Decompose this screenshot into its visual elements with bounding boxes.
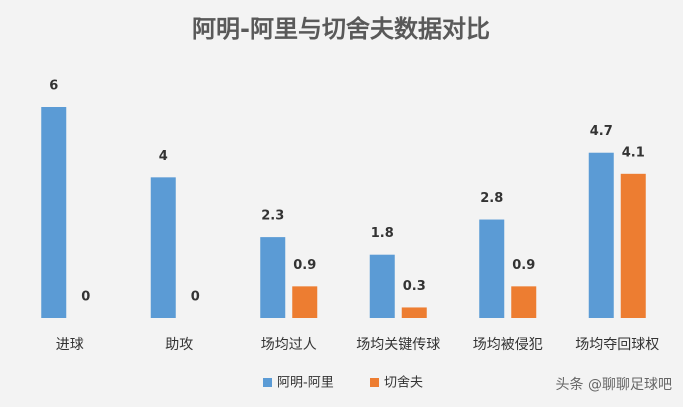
x-tick-label: 场均夺回球权: [575, 337, 659, 353]
bar: [41, 107, 67, 318]
data-label: 1.8: [371, 226, 394, 241]
x-tick-label: 进球: [56, 337, 84, 353]
x-tick-label: 场均关键传球: [356, 337, 440, 353]
data-label: 0.9: [512, 258, 535, 273]
data-label: 0.9: [293, 258, 316, 273]
x-tick-label: 场均被侵犯: [473, 336, 543, 353]
bar: [401, 307, 427, 318]
legend-label: 阿明-阿里: [277, 376, 334, 391]
legend-swatch: [263, 378, 272, 387]
bar: [620, 173, 646, 318]
legend-swatch: [370, 378, 379, 387]
data-label: 4.1: [622, 145, 645, 160]
data-label: 0: [81, 290, 90, 305]
watermark: 头条 @聊聊足球吧: [556, 376, 672, 393]
bar: [260, 237, 286, 318]
chart-title: 阿明-阿里与切舍夫数据对比: [192, 15, 490, 43]
data-label: 2.3: [261, 209, 284, 224]
data-label: 6: [49, 79, 58, 94]
data-label: 0.3: [403, 279, 426, 294]
x-tick-label: 场均过人: [261, 337, 317, 353]
bar: [150, 177, 176, 318]
bar: [511, 286, 537, 318]
legend-label: 切舍夫: [384, 376, 423, 391]
bar: [369, 254, 395, 318]
data-label: 0: [191, 290, 200, 305]
bar: [588, 152, 614, 318]
bar: [479, 219, 505, 318]
data-label: 4.7: [590, 124, 613, 139]
x-tick-label: 助攻: [165, 337, 193, 353]
bar: [292, 286, 318, 318]
data-label: 4: [159, 149, 168, 164]
data-label: 2.8: [480, 191, 503, 206]
